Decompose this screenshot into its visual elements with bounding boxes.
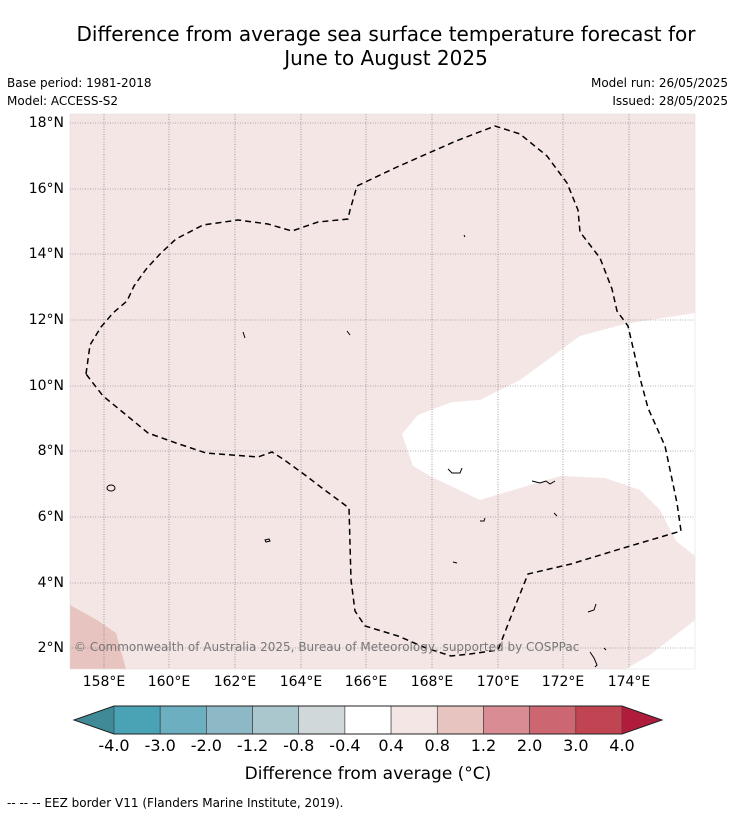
title-line-2: June to August 2025 xyxy=(284,46,488,70)
lat-label-8: 8°N xyxy=(37,443,64,459)
colorbar-segment xyxy=(483,705,530,735)
meta-left: Base period: 1981-2018 Model: ACCESS-S2 xyxy=(7,74,152,110)
colorbar-tick-label: 4.0 xyxy=(609,736,635,755)
meta-right: Model run: 26/05/2025 Issued: 28/05/2025 xyxy=(591,74,728,110)
colorbar-outline xyxy=(72,705,664,735)
colorbar-tick-label: 3.0 xyxy=(563,736,589,755)
lat-label-18: 18°N xyxy=(28,115,64,131)
anomaly-fill-warm-corner xyxy=(70,605,126,669)
map-gridlines xyxy=(70,114,695,669)
colorbar-segment xyxy=(529,705,577,735)
lat-label-16: 16°N xyxy=(28,181,64,197)
colorbar-tick-label: 1.2 xyxy=(470,736,497,755)
lat-label-10: 10°N xyxy=(28,378,64,394)
anomaly-fill-neutral-south xyxy=(626,620,695,669)
colorbar-arrow-high xyxy=(622,706,662,734)
colorbar-segment xyxy=(575,705,623,735)
lon-label-164: 164°E xyxy=(279,674,323,690)
colorbar-tick-label: -0.4 xyxy=(329,736,361,755)
lon-label-172: 172°E xyxy=(541,674,585,690)
colorbar-segment xyxy=(344,705,392,735)
colorbar-tick-label: -4.0 xyxy=(98,736,130,755)
islands xyxy=(106,234,607,668)
eez-legend-note: -- -- -- EEZ border V11 (Flanders Marine… xyxy=(7,796,344,810)
lon-label-158: 158°E xyxy=(82,674,126,690)
colorbar-tick-label: -1.2 xyxy=(236,736,269,755)
colorbar-tick-label: 0.4 xyxy=(378,736,404,755)
lat-label-14: 14°N xyxy=(28,246,64,262)
copyright-watermark: © Commonwealth of Australia 2025, Bureau… xyxy=(74,640,580,654)
anomaly-fill-neutral xyxy=(402,313,695,556)
colorbar-segment xyxy=(252,705,300,735)
lon-label-162: 162°E xyxy=(213,674,257,690)
map-canvas xyxy=(69,113,696,670)
colorbar-tick-label: -2.0 xyxy=(190,736,222,755)
colorbar-segment xyxy=(298,705,346,735)
colorbar-segment xyxy=(390,705,438,735)
colorbar-arrow-low xyxy=(74,706,114,734)
lon-label-160: 160°E xyxy=(147,674,191,690)
colorbar-tick-label: 2.0 xyxy=(516,736,543,755)
colorbar-segment xyxy=(113,705,161,735)
lat-label-2: 2°N xyxy=(37,640,64,656)
chart-title: Difference from average sea surface temp… xyxy=(0,22,736,70)
colorbar-segment xyxy=(159,705,207,735)
lon-label-170: 170°E xyxy=(476,674,520,690)
model-name: Model: ACCESS-S2 xyxy=(7,94,119,108)
colorbar-segment xyxy=(436,705,484,735)
model-run: Model run: 26/05/2025 xyxy=(590,76,728,90)
map-frame xyxy=(69,113,696,670)
colorbar-tick-label: -0.8 xyxy=(283,736,315,755)
colorbar-tick-label: 0.8 xyxy=(424,736,450,755)
lon-label-168: 168°E xyxy=(410,674,454,690)
colorbar-label: Difference from average (°C) xyxy=(244,764,492,784)
lon-label-166: 166°E xyxy=(344,674,388,690)
eez-border xyxy=(85,125,682,657)
colorbar-tick-label: -3.0 xyxy=(144,736,176,755)
lat-label-12: 12°N xyxy=(28,312,64,328)
lat-label-6: 6°N xyxy=(37,509,64,525)
base-period: Base period: 1981-2018 xyxy=(7,76,152,90)
colorbar-segment xyxy=(206,705,253,735)
lat-label-4: 4°N xyxy=(37,575,64,591)
lon-label-174: 174°E xyxy=(607,674,651,690)
title-line-1: Difference from average sea surface temp… xyxy=(76,22,696,46)
issued-date: Issued: 28/05/2025 xyxy=(612,94,728,108)
